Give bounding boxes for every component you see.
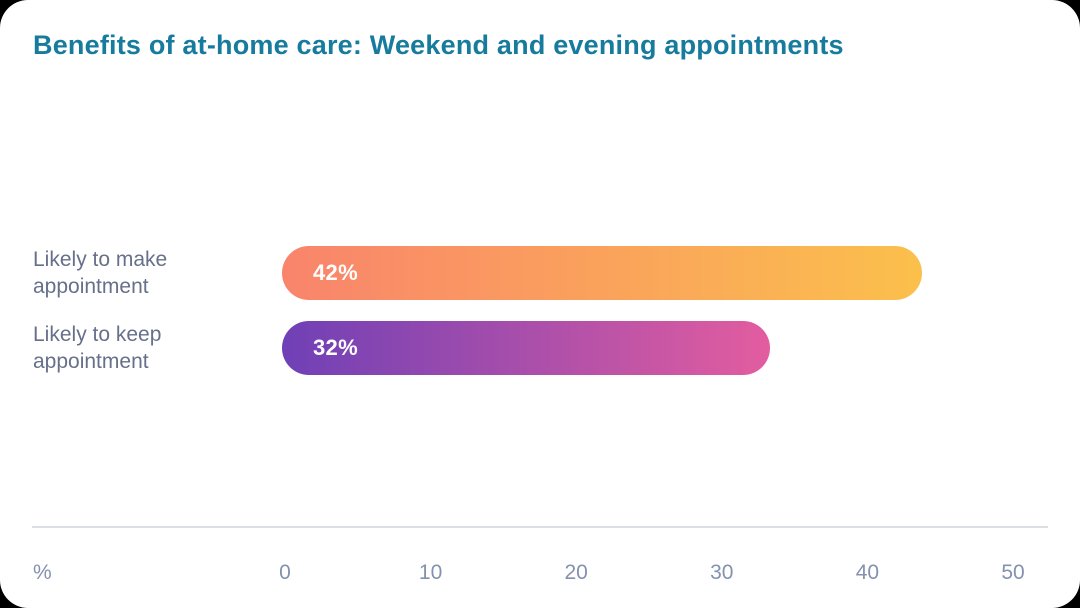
category-label-make-appointment: Likely to make appointment [33,248,168,298]
bar-track: 32% [282,321,1044,375]
bar-track: 42% [282,246,1044,300]
category-label-keep-appointment: Likely to keep appointment [33,323,162,373]
x-tick-label: 0 [279,561,291,584]
x-tick-label: 40 [855,561,880,584]
bar-value-label: 32% [313,335,358,360]
bar-row: Likely to make appointment 42% [0,246,1080,300]
x-tick-label: 30 [710,561,734,584]
bar-make-appointment: 42% [282,246,923,300]
bar-keep-appointment: 32% [282,321,770,375]
x-tick-label: 20 [564,561,588,584]
x-axis-divider [32,526,1048,528]
bar-row: Likely to keep appointment 32% [0,321,1080,375]
bar-value-label: 42% [313,260,358,285]
chart-title: Benefits of at-home care: Weekend and ev… [33,30,844,60]
x-tick-label: 50 [1001,561,1025,584]
x-tick-label: 10 [418,561,443,584]
x-axis-tick-row: 0 10 20 30 40 50 [279,561,1025,587]
x-axis-unit-label: % [33,561,52,584]
